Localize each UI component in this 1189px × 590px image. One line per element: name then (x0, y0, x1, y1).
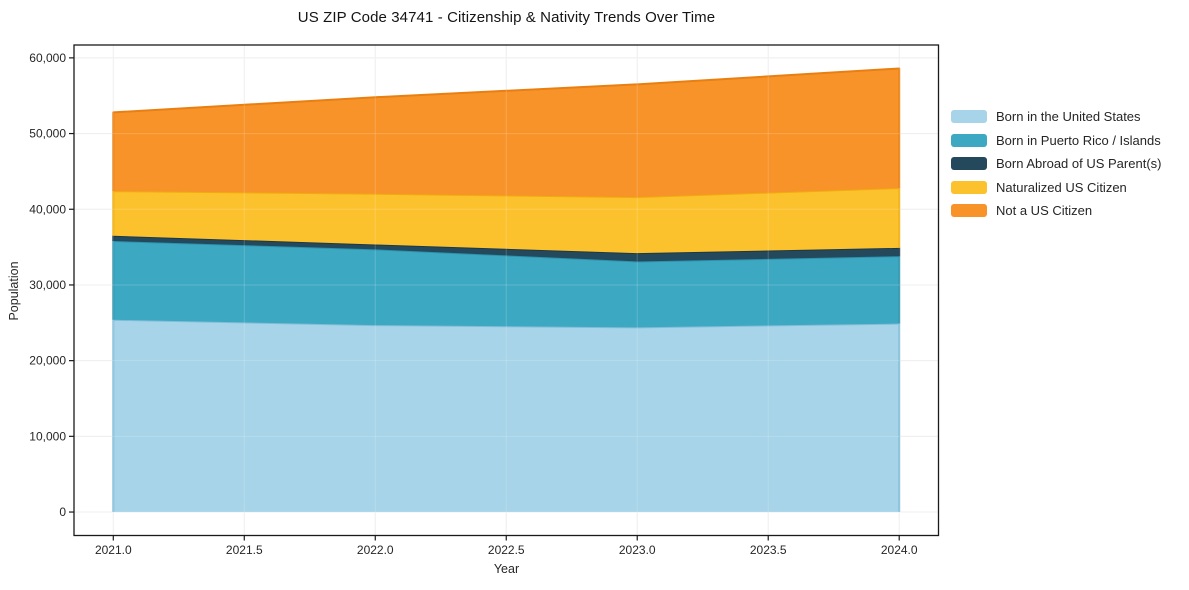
y-tick-label: 50,000 (29, 127, 66, 141)
area-edge-not-a-us-citizen (112, 67, 901, 192)
x-tick-label: 2023.0 (619, 543, 656, 557)
y-tick-label: 20,000 (29, 354, 66, 368)
area-edge-naturalized-us-citizen (112, 187, 901, 248)
legend-swatch (951, 110, 987, 124)
legend-swatch (951, 157, 987, 171)
legend-swatch (951, 133, 987, 147)
legend-label: Born in the United States (996, 109, 1141, 124)
area-naturalized-us-citizen[interactable] (113, 188, 900, 254)
x-tick-label: 2021.5 (226, 543, 263, 557)
area-edge-born-abroad-of-us-parent-s (112, 234, 901, 257)
chart-title: US ZIP Code 34741 - Citizenship & Nativi… (297, 9, 716, 26)
x-tick-label: 2022.5 (488, 543, 525, 557)
legend-swatch (951, 204, 987, 218)
x-tick-label: 2023.5 (750, 543, 787, 557)
y-tick-label: 0 (59, 505, 66, 519)
area-born-in-puerto-rico-islands[interactable] (113, 241, 900, 328)
legend-item-born-in-puerto-rico-islands[interactable]: Born in Puerto Rico / Islands (951, 129, 1161, 153)
legend-label: Born in Puerto Rico / Islands (996, 132, 1161, 148)
x-tick-label: 2021.0 (95, 543, 132, 557)
legend-label: Born Abroad of US Parent(s) (996, 156, 1162, 171)
legend: Born in the United States Born in Puerto … (951, 105, 1161, 223)
x-tick-label: 2022.0 (357, 543, 394, 557)
legend-item-born-in-the-united-states[interactable]: Born in the United States (951, 105, 1161, 129)
legend-item-naturalized-us-citizen[interactable]: Naturalized US Citizen (951, 176, 1161, 200)
legend-label: Naturalized US Citizen (996, 179, 1127, 195)
legend-item-not-a-us-citizen[interactable]: Not a US Citizen (951, 199, 1161, 223)
y-tick-label: 40,000 (29, 202, 66, 216)
legend-label: Not a US Citizen (996, 203, 1093, 218)
y-tick-label: 30,000 (29, 278, 66, 292)
x-tick-label: 2024.0 (881, 543, 918, 557)
area-born-in-the-united-states[interactable] (113, 319, 900, 513)
y-tick-label: 10,000 (29, 429, 66, 443)
y-axis-title: Population (7, 261, 21, 321)
legend-item-born-abroad-of-us-parent-s[interactable]: Born Abroad of US Parent(s) (951, 152, 1161, 176)
area-not-a-us-citizen[interactable] (113, 68, 900, 198)
x-axis-title: Year (493, 562, 520, 576)
area-born-abroad-of-us-parent-s[interactable] (113, 235, 900, 262)
y-tick-label: 60,000 (29, 51, 66, 65)
legend-swatch (951, 180, 987, 194)
